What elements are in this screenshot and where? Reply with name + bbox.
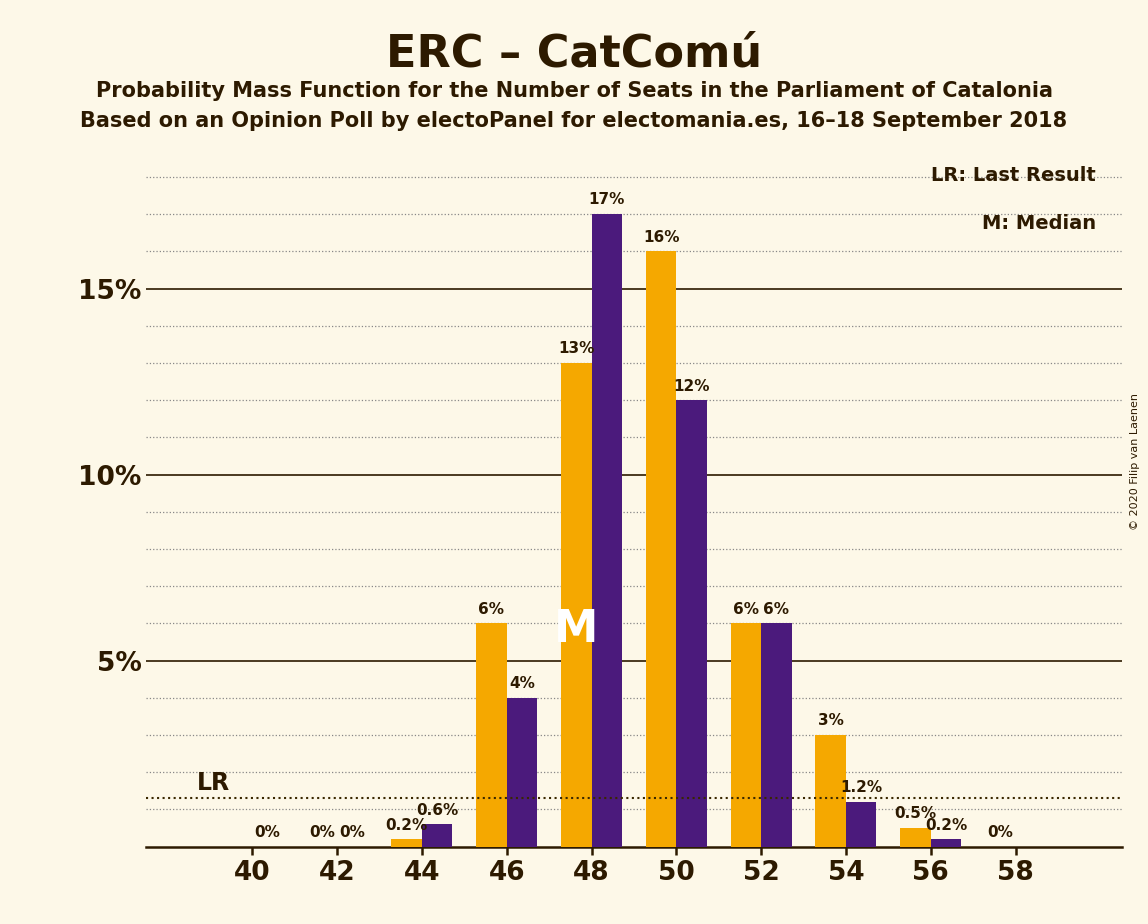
Bar (676, 400, 707, 846)
Text: 0%: 0% (987, 825, 1014, 840)
Text: 1.2%: 1.2% (840, 781, 883, 796)
Text: 3%: 3% (817, 713, 844, 728)
Bar (506, 698, 537, 846)
Text: 0.6%: 0.6% (416, 803, 458, 818)
Text: Probability Mass Function for the Number of Seats in the Parliament of Catalonia: Probability Mass Function for the Number… (95, 81, 1053, 102)
Text: M: Median: M: Median (982, 214, 1096, 233)
Bar (646, 251, 676, 846)
Text: 0.2%: 0.2% (386, 818, 428, 833)
Bar (730, 624, 761, 846)
Text: LR: Last Result: LR: Last Result (931, 165, 1096, 185)
Text: 0.2%: 0.2% (925, 818, 967, 833)
Text: 6%: 6% (479, 602, 504, 616)
Bar (591, 214, 622, 846)
Bar (815, 736, 846, 846)
Bar (931, 839, 961, 846)
Text: 6%: 6% (732, 602, 759, 616)
Bar (476, 624, 506, 846)
Text: Based on an Opinion Poll by electoPanel for electomania.es, 16–18 September 2018: Based on an Opinion Poll by electoPanel … (80, 111, 1068, 131)
Bar (391, 839, 422, 846)
Text: M: M (554, 608, 598, 650)
Text: 0%: 0% (255, 825, 280, 840)
Text: 0%: 0% (309, 825, 335, 840)
Text: 0%: 0% (340, 825, 365, 840)
Text: 12%: 12% (674, 379, 709, 394)
Text: LR: LR (197, 772, 231, 796)
Bar (761, 624, 792, 846)
Text: 0.5%: 0.5% (894, 807, 937, 821)
Text: 6%: 6% (763, 602, 790, 616)
Text: 17%: 17% (589, 192, 625, 208)
Bar (561, 363, 591, 846)
Text: © 2020 Filip van Laenen: © 2020 Filip van Laenen (1130, 394, 1140, 530)
Bar (846, 802, 876, 846)
Bar (422, 824, 452, 846)
Text: 4%: 4% (509, 676, 535, 691)
Text: 16%: 16% (643, 230, 680, 245)
Bar (900, 828, 931, 846)
Text: 13%: 13% (558, 341, 595, 357)
Text: ERC – CatComú: ERC – CatComú (386, 32, 762, 76)
